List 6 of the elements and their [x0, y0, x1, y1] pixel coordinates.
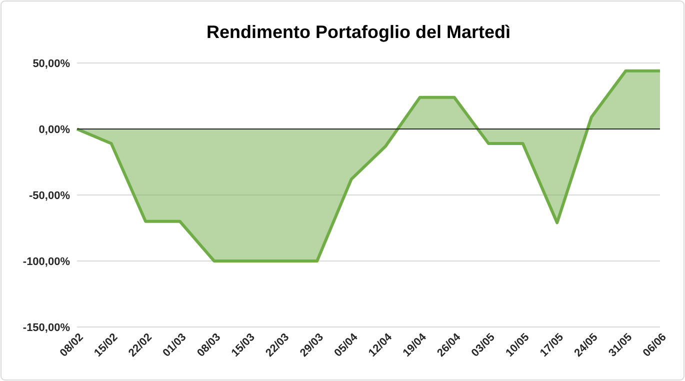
y-tick-label: 0,00% — [38, 124, 70, 136]
y-tick-label: -150,00% — [22, 322, 70, 334]
chart-title: Rendimento Portafoglio del Martedì — [206, 22, 511, 42]
y-tick-label: 50,00% — [32, 58, 70, 70]
y-tick-label: -100,00% — [22, 256, 70, 268]
y-tick-label: -50,00% — [29, 190, 70, 202]
